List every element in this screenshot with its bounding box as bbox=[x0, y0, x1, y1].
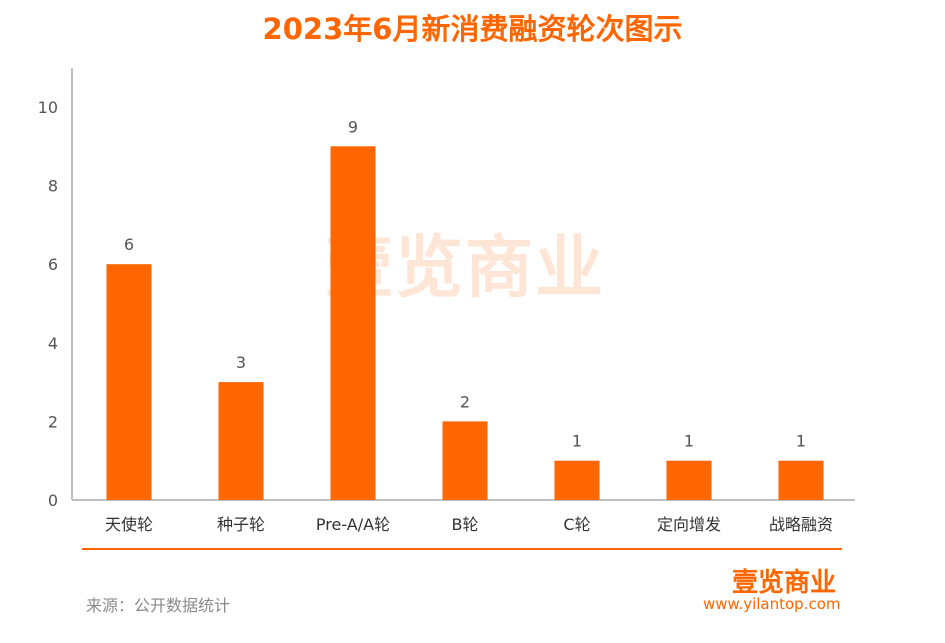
x-tick-label: 战略融资 bbox=[769, 515, 833, 534]
data-label: 9 bbox=[348, 117, 358, 136]
data-label: 2 bbox=[460, 392, 470, 411]
bar bbox=[666, 460, 712, 500]
data-label: 1 bbox=[572, 432, 582, 451]
bar bbox=[330, 146, 376, 501]
bar bbox=[106, 264, 152, 500]
y-tick-label: 8 bbox=[48, 177, 58, 196]
x-tick-label: B轮 bbox=[452, 515, 479, 534]
bar bbox=[218, 382, 264, 500]
bar bbox=[778, 460, 824, 500]
bar bbox=[442, 421, 488, 500]
divider-line bbox=[82, 548, 842, 550]
x-tick-label: 种子轮 bbox=[217, 515, 265, 534]
x-tick-label: Pre-A/A轮 bbox=[316, 515, 390, 534]
x-tick-label: 定向增发 bbox=[657, 515, 721, 534]
y-tick-label: 4 bbox=[48, 334, 58, 353]
chart-title: 2023年6月新消费融资轮次图示 bbox=[262, 12, 683, 46]
brand-logo: 壹览商业 bbox=[732, 568, 837, 598]
y-tick-label: 6 bbox=[48, 255, 58, 274]
data-label: 6 bbox=[124, 235, 134, 254]
y-tick-label: 2 bbox=[48, 412, 58, 431]
data-label: 1 bbox=[796, 432, 806, 451]
y-tick-label: 0 bbox=[48, 491, 58, 510]
source-note: 来源：公开数据统计 bbox=[86, 596, 231, 615]
data-label: 3 bbox=[236, 353, 246, 372]
bar bbox=[554, 460, 600, 500]
y-tick-label: 10 bbox=[38, 98, 58, 117]
brand-url: www.yilantop.com bbox=[703, 595, 841, 613]
data-label: 1 bbox=[684, 432, 694, 451]
x-tick-label: 天使轮 bbox=[105, 515, 153, 534]
x-tick-label: C轮 bbox=[563, 515, 590, 534]
